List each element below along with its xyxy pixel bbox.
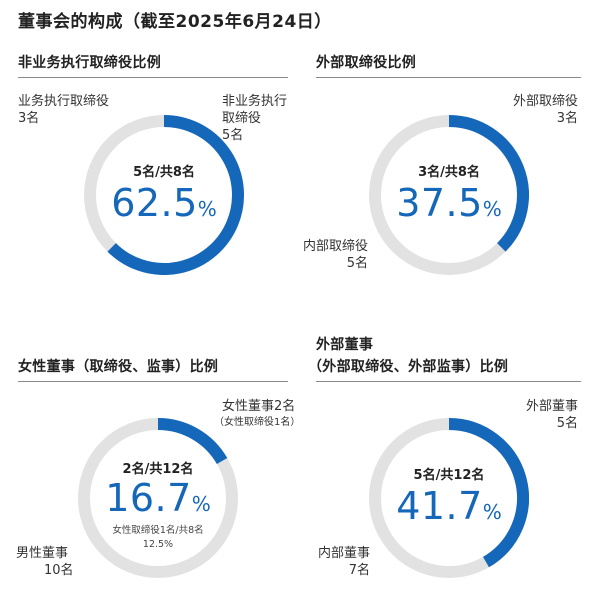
title-underline [316, 77, 581, 78]
center-count: 3名/共8名 [418, 165, 480, 180]
center-note-line2: 12.5% [142, 539, 174, 550]
chart-title-outside-officers-line2: （外部取缔役、外部监事）比例 [308, 359, 509, 375]
center-percentage: 16.7% [105, 476, 211, 520]
page-title: 董事会的构成（截至2025年6月24日） [18, 12, 332, 32]
slice-label-outside: 外部取缔役 3名 [512, 94, 578, 126]
center-count: 2名/共12名 [122, 462, 194, 477]
center-percentage: 41.7% [396, 484, 502, 528]
center-count: 5名/共8名 [133, 165, 195, 180]
chart-title-female-directors: 女性董事（取缔役、监事）比例 [18, 359, 219, 375]
donut-arc-highlight [107, 115, 244, 275]
title-underline [18, 381, 288, 382]
center-count: 5名/共12名 [413, 468, 485, 483]
chart-title-outside-officers-line1: 外部董事 [316, 337, 374, 353]
title-underline [316, 381, 581, 382]
slice-label-female: 女性董事2名 [222, 399, 296, 414]
slice-label-outside-officers: 外部董事 5名 [525, 399, 578, 431]
center-note-line1: 女性取缔役1名/共8名 [112, 525, 204, 536]
slice-label-inside: 内部取缔役 5名 [302, 239, 368, 271]
chart-title-non-executive: 非业务执行取缔役比例 [18, 55, 161, 71]
donut-chart-non-executive: 5名/共8名 62.5% [84, 115, 244, 275]
donut-chart-female-directors: 2名/共12名 16.7% 女性取缔役1名/共8名 12.5% [78, 418, 238, 578]
center-percentage: 62.5% [111, 181, 217, 225]
slice-label-male: 男性董事 10名 [16, 546, 74, 578]
slice-label-executive: 业务执行取缔役 3名 [18, 94, 110, 126]
slice-sublabel-female: （女性取缔役1名） [214, 417, 301, 428]
donut-arc-highlight [448, 115, 529, 252]
donut-chart-outside-directors: 3名/共8名 37.5% [369, 115, 529, 275]
chart-title-outside-directors: 外部取缔役比例 [316, 55, 417, 71]
donut-arc-highlight [157, 418, 228, 465]
donut-arc-highlight [448, 418, 529, 568]
title-underline [18, 77, 288, 78]
center-percentage: 37.5% [396, 181, 502, 225]
slice-label-non-executive: 非业务执行 取缔役 5名 [222, 94, 288, 143]
slice-label-inside-officers: 内部董事 7名 [317, 546, 370, 578]
donut-chart-outside-officers: 5名/共12名 41.7% [369, 418, 529, 578]
